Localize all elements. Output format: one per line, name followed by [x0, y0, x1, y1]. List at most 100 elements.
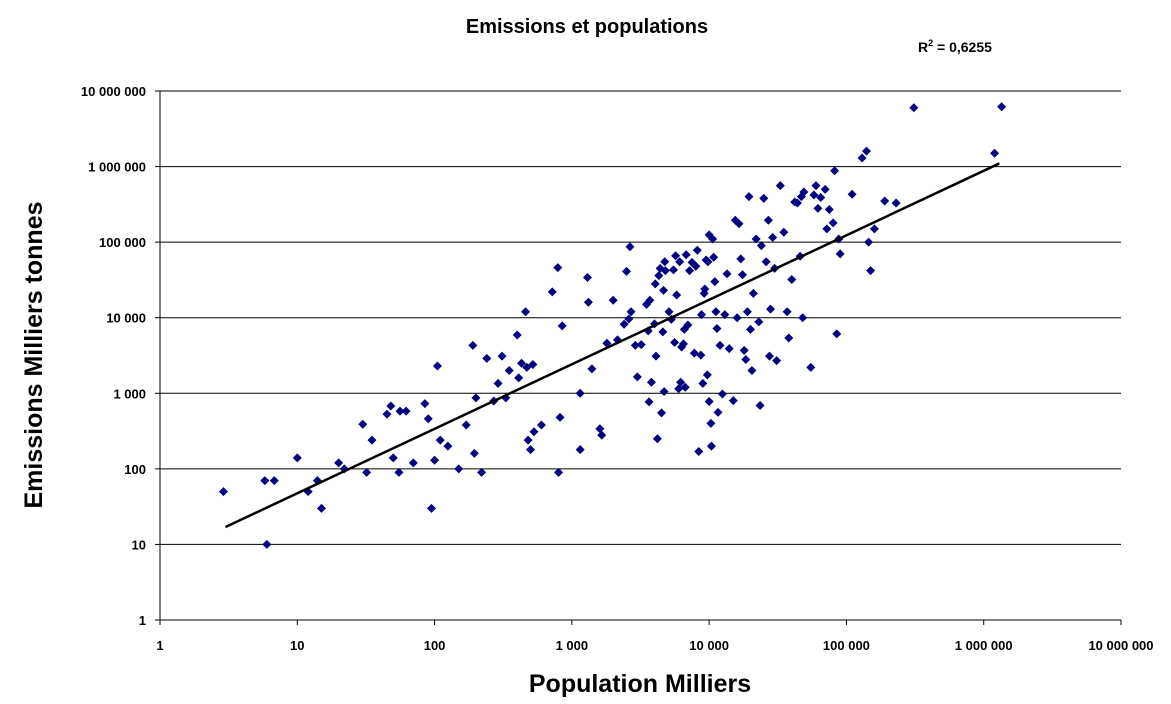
- data-point: [658, 285, 668, 295]
- data-point: [689, 348, 699, 358]
- data-point: [697, 310, 707, 320]
- data-point: [432, 361, 442, 371]
- data-point: [218, 487, 228, 497]
- data-point: [744, 192, 754, 202]
- data-point: [809, 190, 819, 200]
- data-point: [678, 339, 688, 349]
- data-point: [724, 344, 734, 354]
- data-point: [646, 377, 656, 387]
- data-point: [334, 458, 344, 468]
- data-point: [408, 458, 418, 468]
- data-point: [787, 275, 797, 285]
- data-point: [861, 146, 871, 156]
- data-point: [772, 356, 782, 366]
- y-tick-label: 10: [132, 537, 146, 552]
- data-point: [674, 384, 684, 394]
- data-point: [891, 198, 901, 208]
- data-point: [759, 193, 769, 203]
- data-point: [700, 284, 710, 294]
- y-tick-label: 1: [139, 613, 146, 628]
- data-point: [832, 329, 842, 339]
- data-point: [864, 237, 874, 247]
- data-point: [683, 320, 693, 330]
- data-point: [536, 420, 546, 430]
- data-point: [654, 271, 664, 281]
- data-point: [528, 360, 538, 370]
- data-point: [482, 353, 492, 363]
- data-point: [676, 377, 686, 387]
- y-tick-label: 10 000: [106, 311, 146, 326]
- data-point: [521, 307, 531, 317]
- data-point: [358, 419, 368, 429]
- data-point: [636, 340, 646, 350]
- data-point: [820, 184, 830, 194]
- data-point: [394, 467, 404, 477]
- data-point: [675, 257, 685, 267]
- data-point: [747, 366, 757, 376]
- data-point: [645, 295, 655, 305]
- data-points: [218, 102, 1007, 549]
- data-point: [766, 304, 776, 314]
- data-point: [514, 373, 524, 383]
- data-point: [799, 187, 809, 197]
- data-point: [652, 434, 662, 444]
- data-point: [754, 317, 764, 327]
- data-point: [650, 279, 660, 289]
- data-point: [828, 218, 838, 228]
- data-point: [630, 340, 640, 350]
- data-point: [671, 251, 681, 261]
- data-point: [435, 435, 445, 445]
- data-point: [691, 261, 701, 271]
- data-point: [811, 181, 821, 191]
- data-point: [681, 250, 691, 260]
- data-point: [857, 153, 867, 163]
- data-point: [575, 445, 585, 455]
- data-point: [632, 372, 642, 382]
- data-point: [443, 441, 453, 451]
- data-point: [523, 435, 533, 445]
- chart-title: Emissions et populations: [466, 16, 708, 38]
- data-point: [748, 288, 758, 298]
- data-point: [880, 196, 890, 206]
- data-point: [709, 252, 719, 262]
- data-point: [751, 234, 761, 244]
- data-point: [582, 273, 592, 283]
- y-tick-label: 100 000: [99, 235, 146, 250]
- data-point: [670, 337, 680, 347]
- data-point: [469, 448, 479, 458]
- x-tick-label: 10 000 000: [1088, 638, 1153, 653]
- data-point: [784, 333, 794, 343]
- data-point: [782, 307, 792, 317]
- r-squared-superscript: 2: [928, 38, 933, 48]
- data-point: [529, 427, 539, 437]
- data-point: [269, 476, 279, 486]
- r-squared-annotation: R2 = 0,6255: [918, 38, 992, 55]
- data-point: [454, 464, 464, 474]
- data-point: [608, 295, 618, 305]
- y-axis-ticks: 1 10 100 1 000 10 000 100 000 1 000 000 10 000 …: [81, 84, 160, 628]
- data-point: [830, 166, 840, 176]
- data-point: [745, 324, 755, 334]
- data-point: [386, 401, 396, 411]
- data-point: [471, 393, 481, 403]
- data-point: [763, 215, 773, 225]
- data-point: [554, 467, 564, 477]
- data-point: [477, 467, 487, 477]
- data-point: [626, 307, 636, 317]
- data-point: [388, 453, 398, 463]
- data-point: [813, 203, 823, 213]
- data-point: [698, 378, 708, 388]
- data-point: [427, 503, 437, 513]
- data-point: [583, 297, 593, 307]
- data-point: [430, 455, 440, 465]
- data-point: [260, 476, 270, 486]
- data-point: [504, 366, 514, 376]
- trendline-path: [224, 162, 1000, 529]
- x-tick-label: 10 000: [689, 638, 729, 653]
- data-point: [621, 266, 631, 276]
- x-axis-ticks: 1 10 100 1 000 10 000 100 000 1 000 000 10 000 …: [156, 620, 1154, 653]
- y-tick-label: 100: [124, 462, 146, 477]
- data-point: [292, 453, 302, 463]
- data-point: [512, 330, 522, 340]
- data-point: [704, 396, 714, 406]
